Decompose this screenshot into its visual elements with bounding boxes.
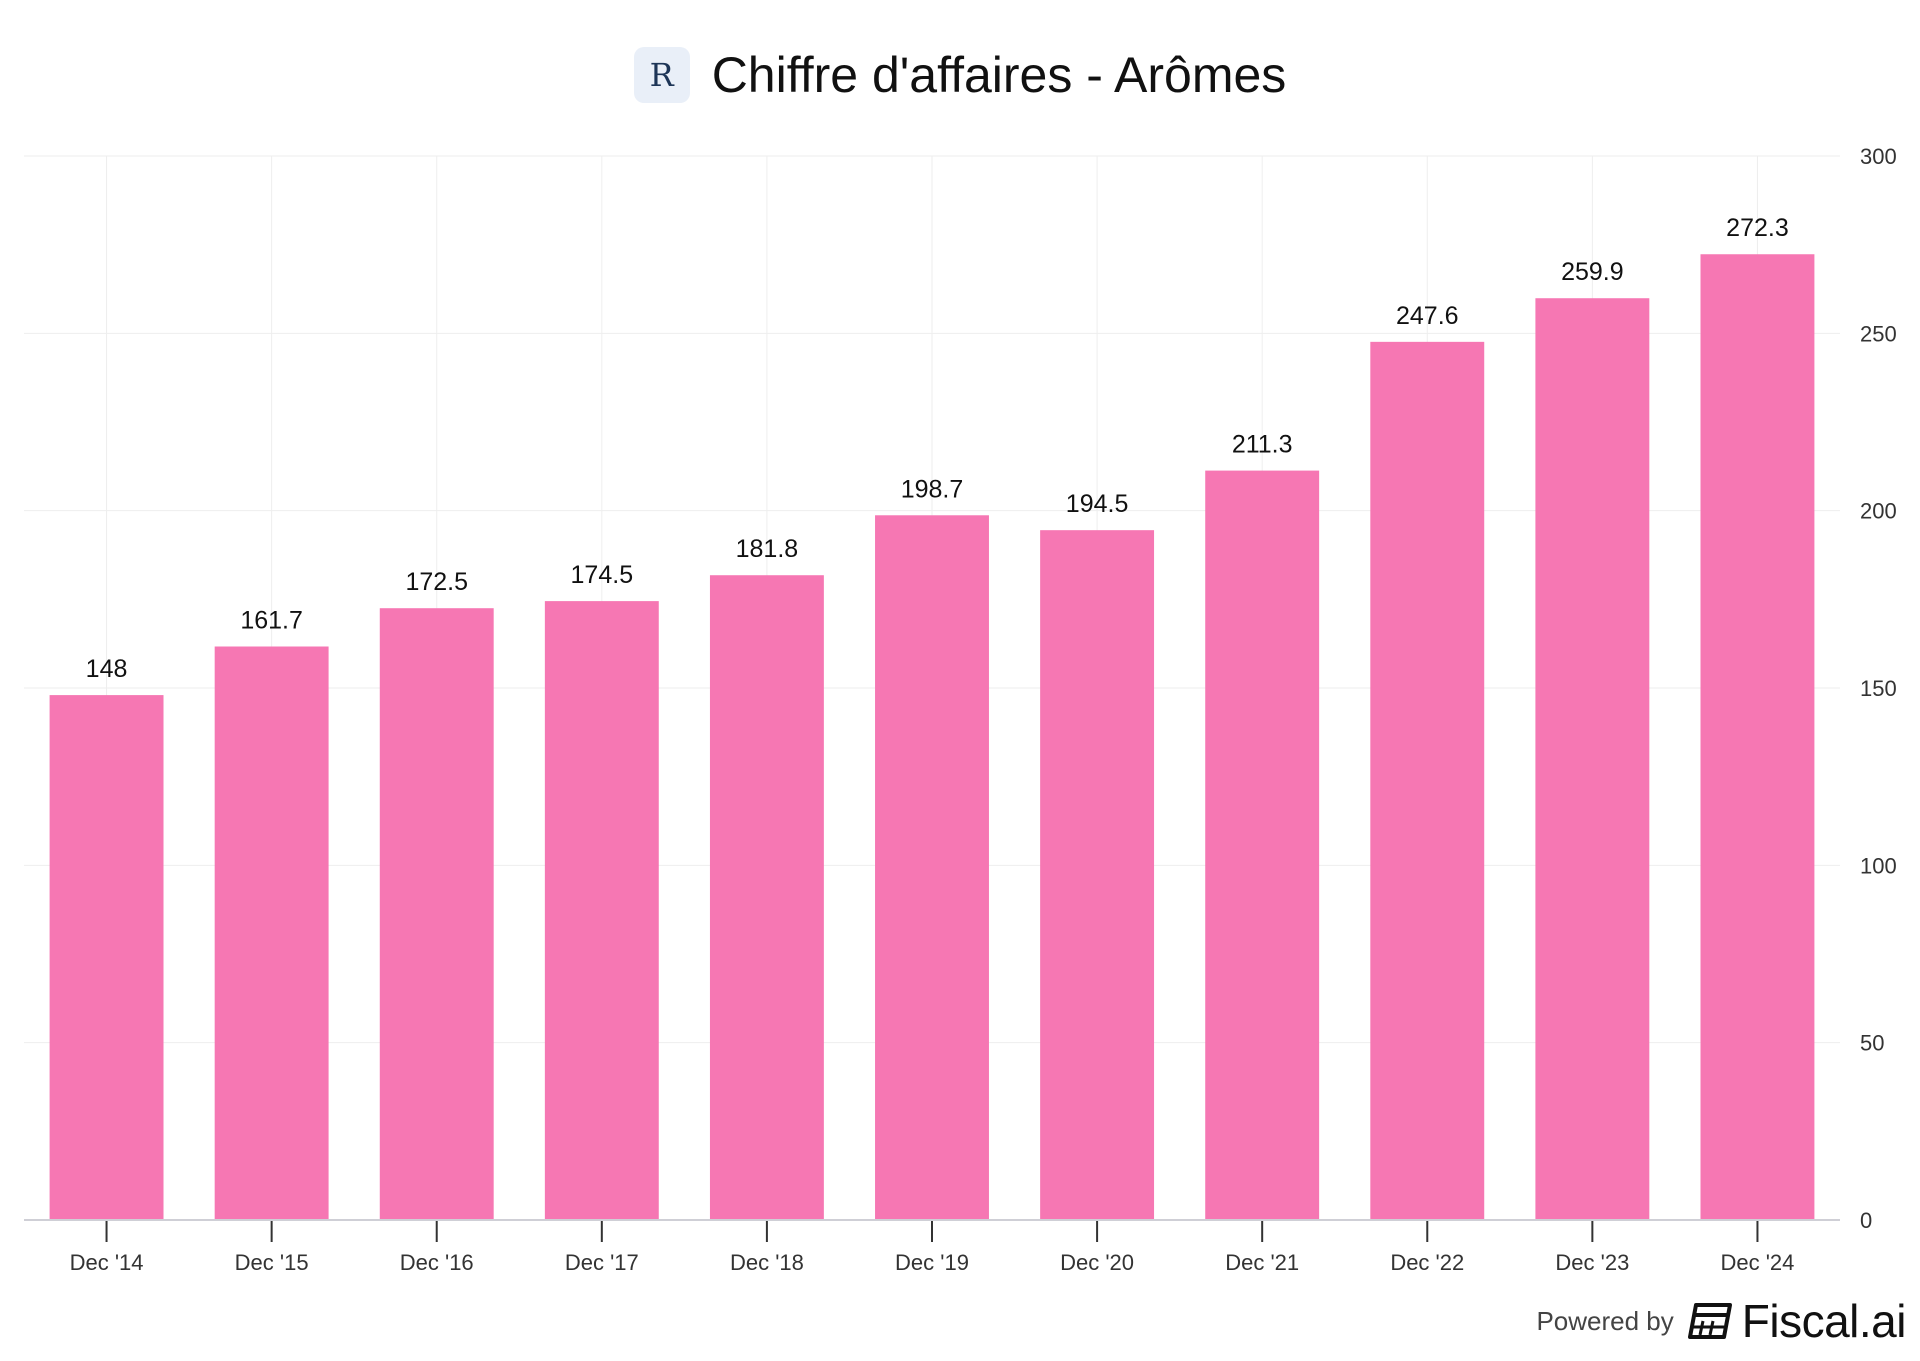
x-tick-label: Dec '24 bbox=[1721, 1250, 1795, 1275]
data-label: 198.7 bbox=[901, 475, 964, 503]
fiscal-logo-icon bbox=[1687, 1303, 1732, 1339]
y-axis: 0 50 100 150 200 250 300 bbox=[1860, 144, 1897, 1233]
y-tick-label: 200 bbox=[1860, 499, 1897, 524]
x-tick-label: Dec '21 bbox=[1225, 1250, 1299, 1275]
bar-dec22 bbox=[1370, 341, 1485, 1220]
bar-dec19 bbox=[875, 515, 989, 1220]
y-tick-label: 100 bbox=[1860, 853, 1897, 878]
x-axis: Dec '14 Dec '15 Dec '16 Dec '17 Dec '18 Dec '… bbox=[24, 1219, 1840, 1275]
data-label: 259.9 bbox=[1561, 258, 1624, 286]
bar-dec17 bbox=[544, 601, 659, 1220]
bar-dec24 bbox=[1700, 254, 1815, 1220]
y-tick-label: 300 bbox=[1860, 144, 1897, 169]
bar-dec16 bbox=[379, 608, 494, 1220]
company-logo: R bbox=[633, 47, 690, 103]
data-label: 172.5 bbox=[405, 568, 468, 596]
data-label: 161.7 bbox=[240, 607, 303, 635]
data-label: 148 bbox=[86, 655, 128, 683]
fiscal-brand-name: Fiscal.ai bbox=[1741, 1295, 1907, 1347]
y-tick-label: 0 bbox=[1860, 1208, 1872, 1233]
y-tick-label: 250 bbox=[1860, 321, 1897, 346]
data-label: 181.8 bbox=[736, 535, 799, 563]
bar-dec18 bbox=[709, 575, 824, 1220]
x-tick-label: Dec '16 bbox=[400, 1250, 474, 1275]
x-tick-label: Dec '17 bbox=[565, 1250, 639, 1275]
x-tick-label: Dec '14 bbox=[70, 1250, 144, 1275]
x-tick-label: Dec '23 bbox=[1555, 1250, 1629, 1275]
bar-dec21 bbox=[1205, 470, 1320, 1220]
chart-title: Chiffre d'affaires - Arômes bbox=[711, 47, 1287, 103]
data-label: 272.3 bbox=[1726, 214, 1789, 242]
data-label: 247.6 bbox=[1396, 302, 1459, 330]
y-tick-label: 150 bbox=[1860, 676, 1897, 701]
x-tick-label: Dec '15 bbox=[235, 1250, 309, 1275]
data-labels: 148 161.7 172.5 174.5 181.8 198.7 194.5 211.3 24… bbox=[86, 214, 1789, 683]
bar-dec23 bbox=[1535, 298, 1650, 1221]
y-tick-label: 50 bbox=[1860, 1031, 1884, 1056]
x-tick-label: Dec '22 bbox=[1390, 1250, 1464, 1275]
x-tick-label: Dec '20 bbox=[1060, 1250, 1134, 1275]
chart-header: R Chiffre d'affaires - Arômes bbox=[0, 40, 1920, 110]
x-tick-label: Dec '19 bbox=[895, 1250, 969, 1275]
x-tick-label: Dec '18 bbox=[730, 1250, 804, 1275]
bar-dec14 bbox=[49, 695, 164, 1220]
data-label: 211.3 bbox=[1232, 431, 1293, 459]
bars bbox=[49, 254, 1815, 1221]
bar-dec15 bbox=[214, 646, 329, 1220]
data-label: 194.5 bbox=[1066, 490, 1129, 518]
powered-by-text: Powered by bbox=[1536, 1305, 1674, 1336]
bar-dec20 bbox=[1040, 530, 1155, 1220]
footer: Powered by Fiscal.ai bbox=[1536, 1291, 1906, 1351]
company-logo-letter: R bbox=[649, 56, 674, 94]
data-label: 174.5 bbox=[571, 561, 634, 589]
